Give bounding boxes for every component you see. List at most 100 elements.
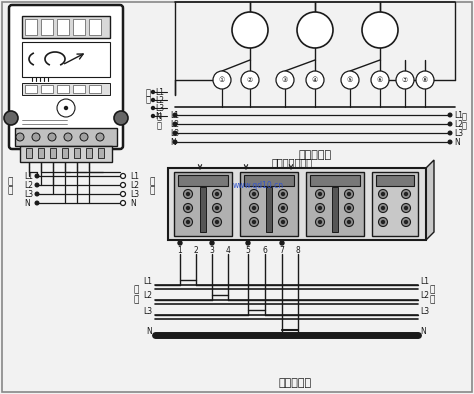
- Circle shape: [282, 206, 284, 210]
- Circle shape: [216, 221, 219, 223]
- Bar: [41, 19, 53, 35]
- Circle shape: [120, 182, 126, 188]
- Text: L3: L3: [143, 307, 152, 316]
- Text: 负: 负: [429, 286, 435, 294]
- Text: N: N: [24, 199, 30, 208]
- Text: L3: L3: [155, 104, 164, 113]
- Text: www.qd10.cn: www.qd10.cn: [232, 180, 283, 190]
- Circle shape: [276, 71, 294, 89]
- Circle shape: [152, 115, 155, 117]
- Text: N: N: [155, 112, 161, 121]
- Circle shape: [178, 241, 182, 245]
- Bar: [74, 148, 80, 158]
- Bar: [73, 19, 85, 35]
- Bar: [41, 85, 53, 93]
- Circle shape: [319, 193, 321, 195]
- Text: N: N: [170, 138, 176, 147]
- Text: 电: 电: [146, 89, 151, 97]
- Text: L1: L1: [420, 277, 429, 286]
- FancyBboxPatch shape: [9, 5, 123, 149]
- Text: L3: L3: [420, 307, 429, 316]
- Circle shape: [35, 174, 39, 178]
- Circle shape: [319, 206, 321, 210]
- Circle shape: [232, 12, 268, 48]
- Text: 电压连片不拆下: 电压连片不拆下: [272, 157, 312, 167]
- Circle shape: [32, 133, 40, 141]
- Circle shape: [64, 133, 72, 141]
- Circle shape: [401, 190, 410, 199]
- Circle shape: [48, 133, 56, 141]
- Text: 载: 载: [149, 186, 155, 195]
- Circle shape: [183, 203, 192, 212]
- Circle shape: [279, 203, 288, 212]
- Bar: [306, 172, 364, 236]
- Circle shape: [152, 98, 155, 102]
- Circle shape: [396, 71, 414, 89]
- Circle shape: [241, 71, 259, 89]
- Text: ④: ④: [312, 77, 318, 83]
- Text: L2: L2: [155, 95, 164, 104]
- Circle shape: [253, 193, 255, 195]
- Circle shape: [379, 203, 388, 212]
- Circle shape: [96, 133, 104, 141]
- Bar: [89, 19, 101, 35]
- Text: L1: L1: [24, 171, 33, 180]
- Circle shape: [347, 206, 350, 210]
- Text: L1: L1: [143, 277, 152, 286]
- Text: L1: L1: [155, 87, 164, 97]
- Bar: [244, 175, 294, 186]
- Bar: [57, 85, 69, 93]
- Circle shape: [448, 113, 452, 117]
- Bar: [25, 19, 37, 35]
- Text: 载: 载: [429, 296, 435, 305]
- Circle shape: [382, 193, 384, 195]
- Circle shape: [186, 221, 190, 223]
- Bar: [57, 19, 69, 35]
- Circle shape: [120, 201, 126, 206]
- Text: L2: L2: [420, 292, 429, 301]
- Circle shape: [152, 91, 155, 93]
- Circle shape: [173, 122, 177, 126]
- Circle shape: [213, 71, 231, 89]
- Bar: [25, 85, 37, 93]
- Text: 3: 3: [210, 245, 214, 255]
- Circle shape: [279, 217, 288, 227]
- Text: 2: 2: [193, 245, 199, 255]
- Bar: [50, 148, 56, 158]
- Text: L3: L3: [170, 128, 179, 138]
- Circle shape: [186, 193, 190, 195]
- Circle shape: [64, 106, 67, 110]
- Circle shape: [316, 190, 325, 199]
- Text: N: N: [454, 138, 460, 147]
- Circle shape: [173, 113, 177, 117]
- Circle shape: [401, 217, 410, 227]
- Circle shape: [80, 133, 88, 141]
- Text: L2: L2: [170, 119, 179, 128]
- Circle shape: [448, 140, 452, 144]
- Bar: [310, 175, 360, 186]
- Text: ①: ①: [219, 77, 225, 83]
- Bar: [15, 128, 117, 146]
- Circle shape: [212, 190, 221, 199]
- Circle shape: [152, 106, 155, 110]
- Circle shape: [316, 203, 325, 212]
- Bar: [178, 175, 228, 186]
- Circle shape: [253, 206, 255, 210]
- Circle shape: [186, 206, 190, 210]
- Circle shape: [319, 221, 321, 223]
- Text: N: N: [130, 199, 136, 208]
- Circle shape: [249, 190, 258, 199]
- Circle shape: [253, 221, 255, 223]
- Circle shape: [347, 193, 350, 195]
- Text: N: N: [146, 327, 152, 336]
- Text: ②: ②: [247, 77, 253, 83]
- Text: 电: 电: [157, 113, 162, 121]
- Bar: [372, 172, 418, 236]
- Bar: [86, 148, 92, 158]
- Circle shape: [279, 190, 288, 199]
- Circle shape: [282, 193, 284, 195]
- Circle shape: [404, 206, 408, 210]
- Bar: [62, 148, 68, 158]
- Bar: [240, 172, 298, 236]
- Text: 6: 6: [263, 245, 267, 255]
